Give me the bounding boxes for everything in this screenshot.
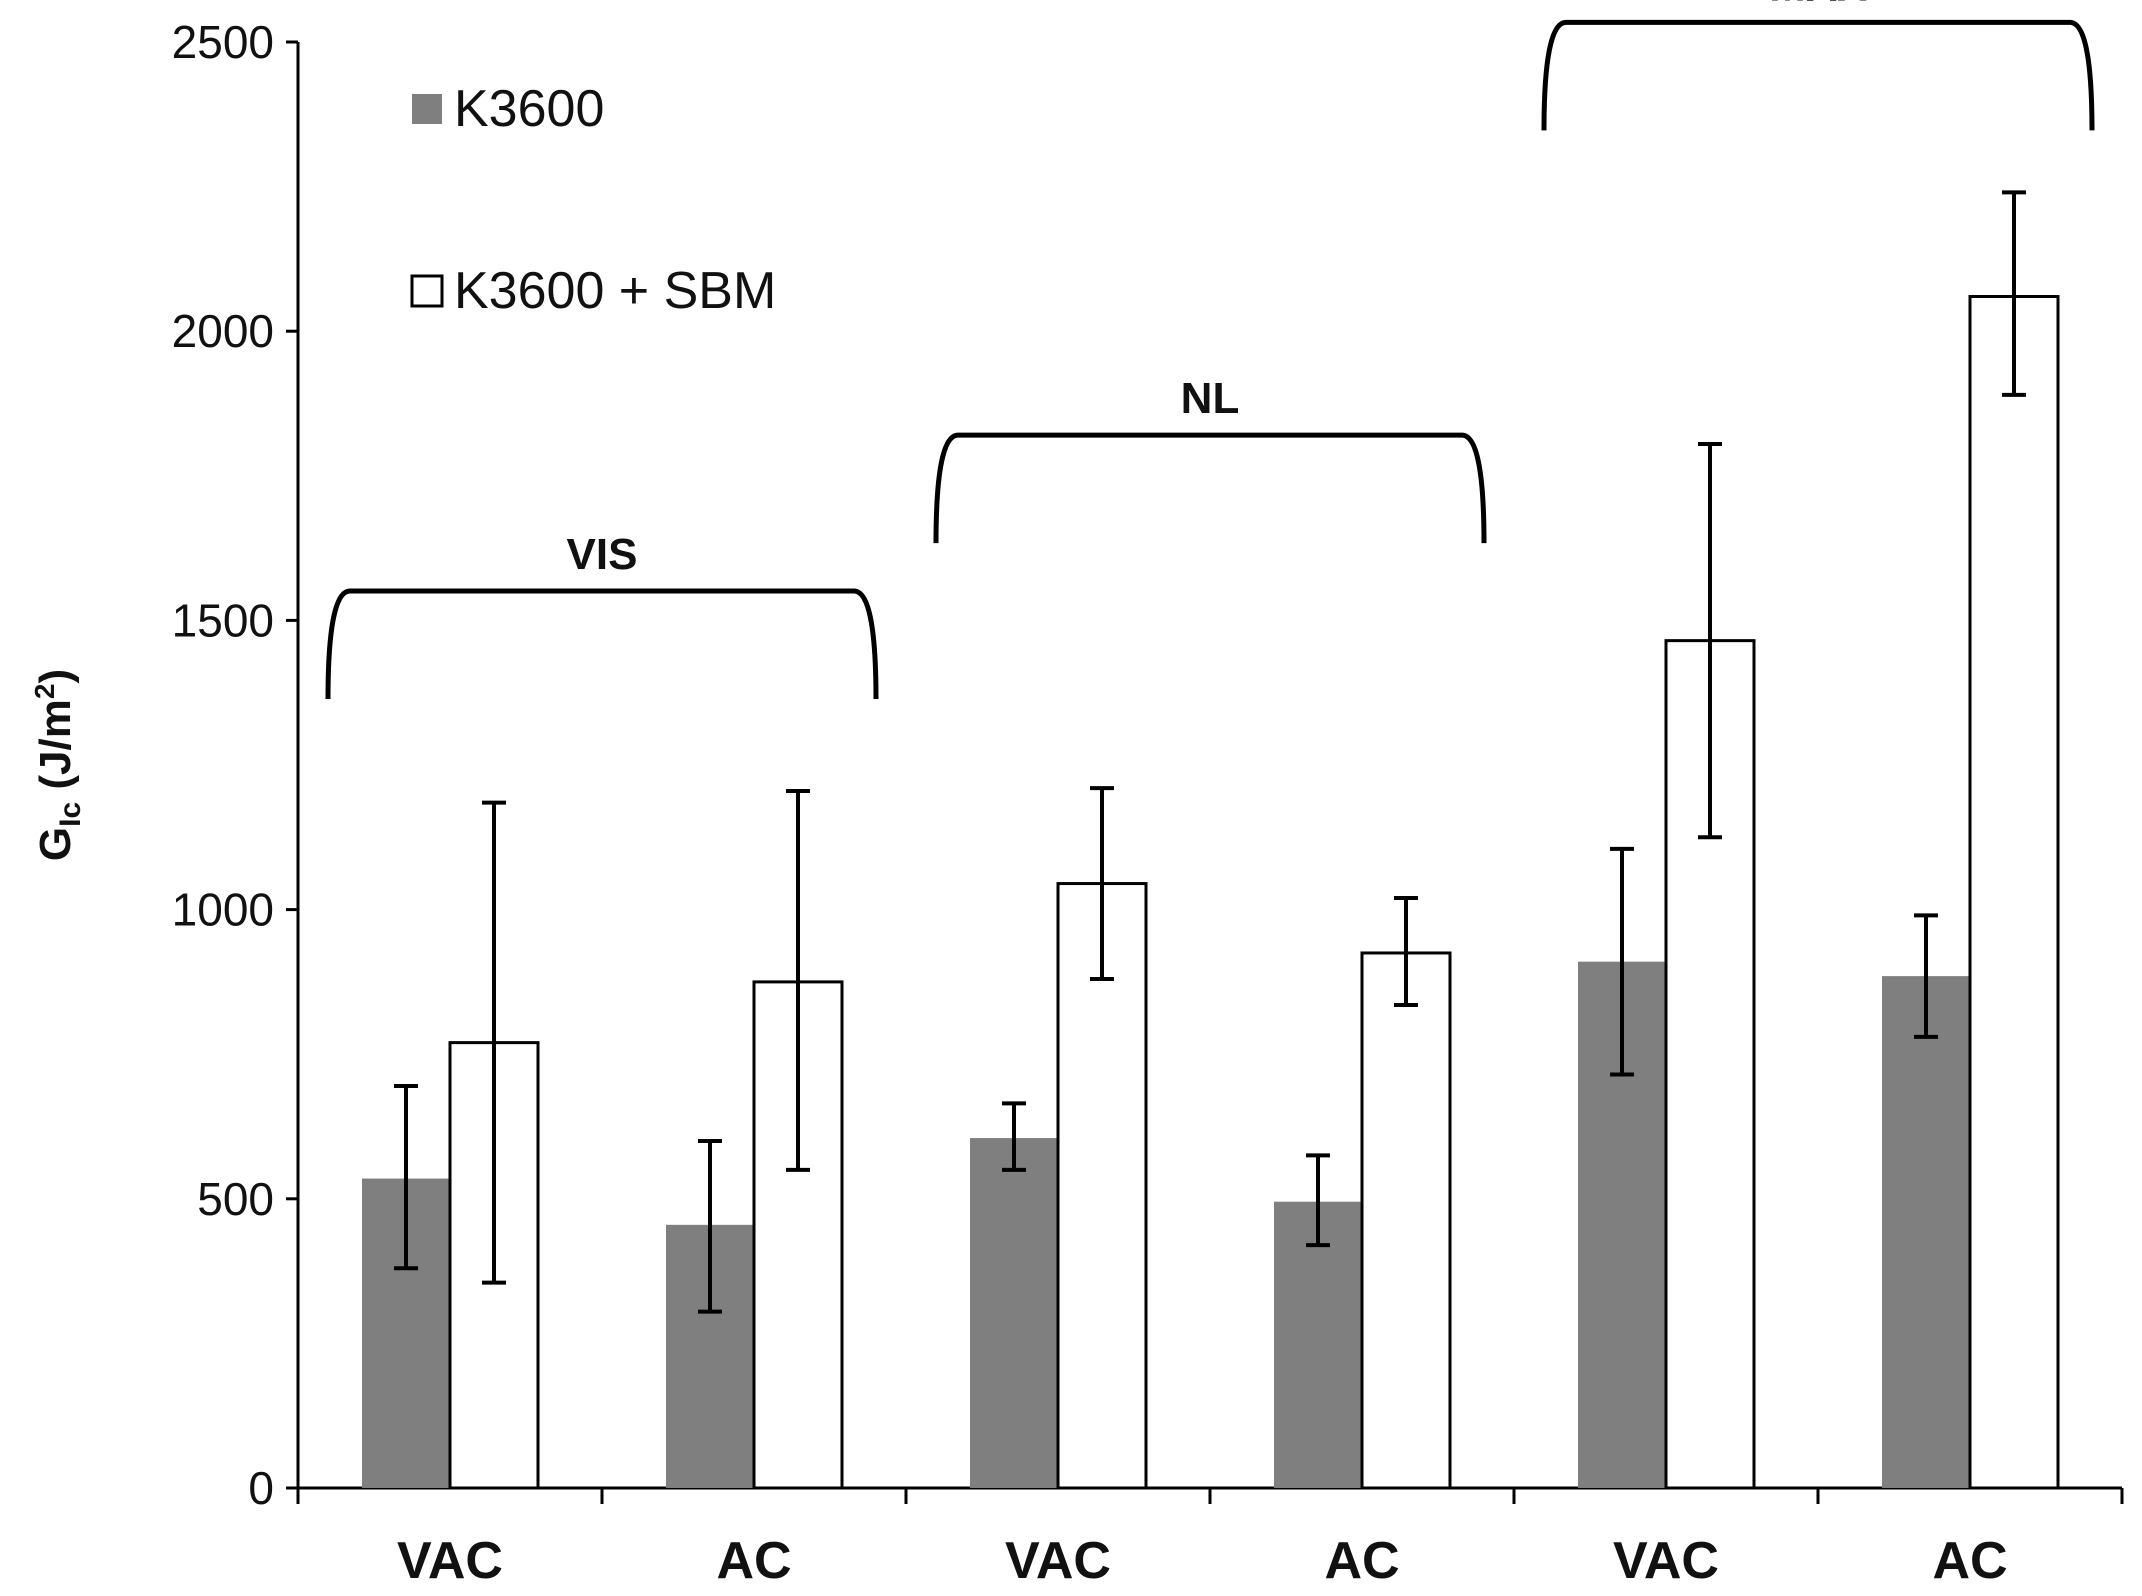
y-tick-label: 2500	[172, 16, 274, 68]
legend-swatch	[410, 274, 444, 308]
group-label: MAX	[1769, 0, 1867, 10]
bar-k3600-sbm	[1968, 294, 2060, 1490]
x-ticks	[296, 1488, 2124, 1504]
x-category-label: AC	[716, 1532, 791, 1590]
x-category-label: VAC	[397, 1532, 503, 1590]
legend-swatch	[412, 94, 442, 124]
x-category-label: AC	[1932, 1532, 2007, 1590]
y-tick-label: 2000	[172, 305, 274, 357]
group-label: NL	[1181, 374, 1240, 423]
y-axis-label: GIc (J/m2)	[29, 669, 87, 861]
bar-k3600	[1882, 976, 1970, 1488]
y-label-sub: Ic	[54, 802, 87, 827]
bar-k3600-sbm	[1360, 951, 1452, 1490]
bars	[362, 294, 2060, 1490]
y-label-space	[31, 790, 80, 802]
y-label-sup: 2	[29, 684, 60, 700]
category-labels: VAC AC VAC AC VAC AC	[397, 1532, 2008, 1590]
x-category-label: AC	[1324, 1532, 1399, 1590]
y-label-close: )	[31, 669, 80, 684]
y-tick-label: 500	[197, 1173, 274, 1225]
group-bracket	[325, 588, 879, 700]
x-category-label: VAC	[1613, 1532, 1719, 1590]
legend: K3600 K3600 + SBM	[410, 80, 776, 320]
y-label-unit: (J/m	[31, 699, 80, 789]
error-bars	[394, 190, 2026, 1314]
legend-label: K3600 + SBM	[454, 262, 776, 320]
legend-label: K3600	[454, 80, 604, 138]
x-category-label: VAC	[1005, 1532, 1111, 1590]
y-ticks: 0 500 1000 1500 2000 2500	[172, 16, 298, 1514]
y-tick-label: 1000	[172, 884, 274, 936]
y-tick-label: 1500	[172, 594, 274, 646]
bar-k3600	[970, 1138, 1058, 1488]
bar-k3600	[1274, 1201, 1362, 1488]
y-tick-label: 0	[248, 1462, 274, 1514]
y-label-main: G	[31, 827, 80, 861]
group-brackets: VIS NL MAX	[325, 0, 2095, 700]
group-bracket	[933, 432, 1487, 544]
group-bracket	[1541, 19, 2095, 131]
group-label: VIS	[567, 530, 638, 579]
